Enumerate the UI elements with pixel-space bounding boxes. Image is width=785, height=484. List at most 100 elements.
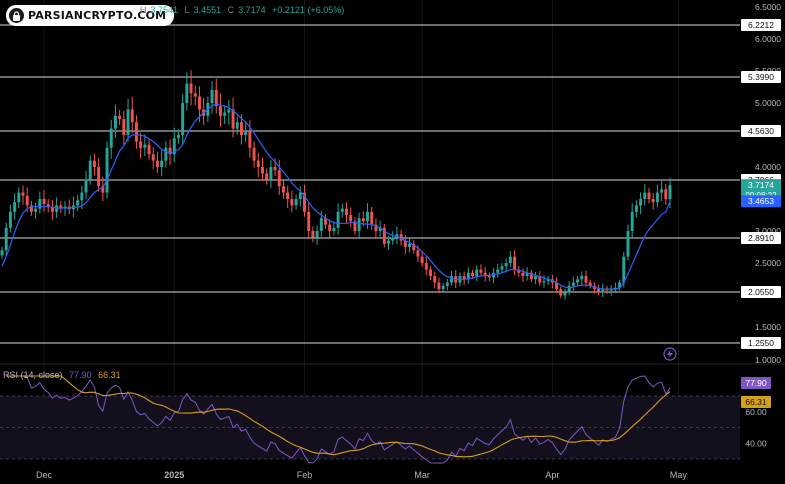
candle xyxy=(130,96,134,134)
candle xyxy=(252,141,256,168)
candle xyxy=(382,223,386,248)
candle xyxy=(429,265,432,281)
high-value: 3.7541 xyxy=(150,5,179,15)
candle xyxy=(97,158,101,192)
candle xyxy=(244,122,248,142)
moving-average xyxy=(1,103,671,290)
candle xyxy=(597,284,601,296)
watermark-text: PARSIANCRYPTO.COM xyxy=(28,9,167,22)
candle xyxy=(601,283,605,298)
candle xyxy=(265,168,269,185)
candle xyxy=(668,177,672,208)
candle xyxy=(462,271,466,286)
candle xyxy=(357,212,361,238)
candle xyxy=(370,206,374,230)
candle xyxy=(240,114,243,145)
svg-text:2.0550: 2.0550 xyxy=(748,287,774,297)
candle xyxy=(307,203,311,239)
candle xyxy=(508,251,512,267)
candle xyxy=(176,129,180,144)
rsi-ma-value-label: 66.31 xyxy=(741,396,771,408)
candle xyxy=(21,185,25,205)
level-label: 5.3990 xyxy=(741,71,781,83)
candle xyxy=(336,203,340,235)
candle xyxy=(588,279,592,289)
candle xyxy=(4,222,8,256)
candle xyxy=(546,275,550,286)
candle xyxy=(639,192,643,215)
candle xyxy=(76,195,80,212)
candle xyxy=(46,199,50,213)
svg-text:2.8910: 2.8910 xyxy=(748,233,774,243)
candle xyxy=(559,286,563,298)
candle xyxy=(164,141,168,168)
candle xyxy=(613,282,617,294)
candle xyxy=(441,283,445,292)
candle xyxy=(311,226,315,243)
candle xyxy=(630,203,634,239)
candle xyxy=(139,132,143,159)
candle xyxy=(151,147,155,170)
rsi-ma-value: 66.31 xyxy=(98,370,121,380)
candle xyxy=(261,157,264,181)
candle xyxy=(496,263,500,278)
candle xyxy=(563,288,567,300)
candle xyxy=(8,204,12,233)
candle xyxy=(168,139,172,165)
candle xyxy=(256,152,260,178)
low-value: 3.4551 xyxy=(193,5,222,15)
candle xyxy=(500,263,504,273)
candle xyxy=(88,155,92,185)
candle xyxy=(181,94,185,145)
time-tick: Feb xyxy=(297,470,313,480)
svg-text:1.2550: 1.2550 xyxy=(748,338,774,348)
candle xyxy=(59,201,63,213)
candle xyxy=(555,277,559,294)
candle xyxy=(126,98,130,142)
level-label: 2.8910 xyxy=(741,232,781,244)
level-label: 1.2550 xyxy=(741,337,781,349)
candle xyxy=(664,183,668,205)
low-label: L xyxy=(184,5,190,15)
candle xyxy=(84,170,88,200)
candle xyxy=(160,150,164,177)
price-tick: 1.5000 xyxy=(755,322,781,332)
rsi-ma-line xyxy=(6,375,671,458)
time-tick: Dec xyxy=(36,470,53,480)
candle xyxy=(218,93,222,128)
price-tick: 4.0000 xyxy=(755,162,781,172)
svg-text:6.2212: 6.2212 xyxy=(748,20,774,30)
lock-icon xyxy=(9,8,24,23)
alert-button[interactable] xyxy=(663,347,677,361)
candle xyxy=(315,225,319,245)
rsi-value: 77.90 xyxy=(69,370,92,380)
candle xyxy=(395,226,399,245)
time-tick: Apr xyxy=(545,470,559,480)
candle xyxy=(0,246,4,259)
candle xyxy=(517,265,521,277)
candle xyxy=(34,202,38,219)
svg-text:3.4653: 3.4653 xyxy=(748,196,774,206)
close-label: C xyxy=(227,5,235,15)
candle xyxy=(651,193,655,210)
svg-text:66.31: 66.31 xyxy=(745,397,767,407)
candle xyxy=(353,217,357,235)
candle xyxy=(466,267,470,284)
rsi-pane xyxy=(6,375,671,464)
rsi-background xyxy=(0,363,785,460)
candle xyxy=(38,191,42,214)
candle xyxy=(626,224,630,261)
ma-line xyxy=(1,103,671,290)
candle xyxy=(214,78,218,114)
candle xyxy=(193,85,197,106)
candle xyxy=(605,285,609,294)
candle xyxy=(408,237,411,253)
candle xyxy=(483,266,487,282)
candle xyxy=(105,141,109,199)
rsi-value-label: 77.90 xyxy=(741,377,771,389)
price-axis: 6.50006.00005.50005.00004.00003.00002.50… xyxy=(741,2,781,448)
candle xyxy=(609,284,613,296)
candle xyxy=(223,105,227,125)
time-tick: 2025 xyxy=(164,470,184,480)
